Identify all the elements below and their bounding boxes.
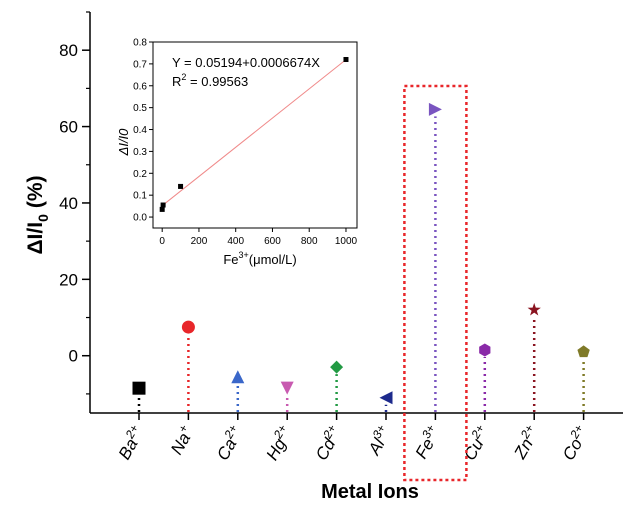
inset-x-tick-label: 200 (191, 236, 208, 247)
category-base: Zn (510, 435, 537, 463)
inset-y-tick-label: 0.8 (133, 38, 147, 49)
marker-zn (527, 302, 541, 316)
ylabel-sub: 0 (35, 214, 51, 222)
ylabel-main: ΔI/I (24, 222, 47, 255)
inset-x-axis-title: Fe3+(μmol/L) (223, 250, 296, 267)
category-charge: 2+ (468, 422, 487, 442)
inset-equation: Y = 0.05194+0.0006674X (172, 55, 320, 70)
inset-xlabel-base: Fe (223, 252, 238, 267)
inset-chart: 0.0 0.1 0.2 0.3 0.4 0.5 0.6 0.7 0.8 0 200 400 600 80… (116, 38, 358, 268)
category-base: Ba (115, 435, 142, 463)
main-stems (137, 116, 585, 412)
main-y-tick-label: 40 (59, 194, 78, 213)
inset-point (160, 202, 166, 208)
main-y-ticks: 0 20 40 60 80 (59, 11, 90, 395)
inset-y-tick-label: 0.5 (133, 103, 147, 114)
inset-x-tick-label: 0 (159, 236, 165, 247)
category-base: Hg (262, 435, 290, 464)
category-charge: 2+ (221, 422, 240, 442)
category-charge: 2+ (270, 422, 289, 442)
inset-x-tick-label: 600 (264, 236, 281, 247)
marker-ca (231, 370, 245, 384)
main-x-ticks (138, 413, 585, 420)
main-category-labels: Ba2+ Na+Ca2+Hg2+Cd2+Al3+Fe3+Cu2+Zn2+Co2+ (112, 422, 593, 464)
inset-fit-line (161, 59, 347, 207)
inset-y-tick-label: 0.7 (133, 59, 147, 70)
marker-cd (330, 360, 344, 374)
inset-point (178, 183, 184, 189)
inset-x-tick-label: 400 (227, 236, 244, 247)
inset-r2: R2 = 0.99563 (172, 72, 248, 89)
inset-y-axis-title: ΔI/I0 (116, 128, 131, 157)
category-charge: 3+ (419, 422, 438, 441)
main-y-tick-label: 80 (59, 41, 78, 60)
inset-point (343, 57, 349, 63)
main-y-axis-title: ΔI/I0 (%) (24, 175, 51, 254)
fe-highlight-box (403, 84, 468, 482)
category-charge: 2+ (517, 422, 536, 442)
inset-xlabel-rest: (μmol/L) (249, 252, 297, 267)
r2-rest: = 0.99563 (186, 74, 248, 89)
inset-axes (152, 41, 358, 229)
category-label-cu: Cu2+ (458, 422, 495, 464)
category-label-na: Na+ (164, 422, 197, 458)
inset-points (159, 57, 349, 212)
category-base: Co (559, 435, 586, 463)
category-label-ba: Ba2+ (112, 422, 148, 463)
inset-x-tick-label: 1000 (335, 236, 358, 247)
category-label-ca: Ca2+ (211, 422, 248, 464)
marker-al (379, 391, 393, 405)
inset-frame (152, 41, 358, 229)
category-label-hg: Hg2+ (260, 422, 297, 464)
inset-y-tick-label: 0.2 (133, 169, 147, 180)
ylabel-unit: (%) (24, 175, 47, 208)
category-label-fe: Fe3+ (409, 422, 445, 462)
inset-y-tick-label: 0.3 (133, 147, 147, 158)
marker-ba (132, 381, 146, 395)
main-y-tick-label: 20 (59, 270, 78, 289)
category-charge: 2+ (122, 422, 141, 442)
category-label-cd: Cd2+ (309, 422, 346, 464)
inset-y-ticks: 0.0 0.1 0.2 0.3 0.4 0.5 0.6 0.7 0.8 (133, 38, 153, 224)
category-base: Cu (460, 435, 488, 464)
main-markers (132, 102, 590, 405)
inset-y-tick-label: 0.1 (133, 191, 147, 202)
category-charge: 2+ (567, 422, 586, 442)
r2-prefix: R (172, 74, 181, 89)
marker-cu (479, 343, 491, 357)
inset-y-tick-label: 0.4 (133, 125, 147, 136)
inset-point (159, 206, 165, 212)
category-charge: 2+ (320, 422, 339, 442)
inset-y-tick-label: 0.6 (133, 81, 147, 92)
category-base: Cd (312, 435, 340, 464)
category-label-co: Co2+ (556, 422, 593, 464)
category-label-al: Al3+ (362, 422, 396, 459)
marker-co (577, 345, 590, 358)
marker-fe (428, 102, 442, 116)
r2-sup: 2 (181, 72, 186, 82)
main-y-tick-label: 60 (59, 118, 78, 137)
main-x-axis-title: Metal Ions (321, 481, 419, 503)
marker-na (181, 320, 195, 334)
inset-x-tick-label: 800 (301, 236, 318, 247)
inset-y-tick-label: 0.0 (133, 213, 147, 224)
category-base: Fe (412, 435, 438, 462)
category-charge: 3+ (370, 422, 389, 441)
main-y-tick-label: 0 (69, 347, 78, 366)
category-label-zn: Zn2+ (507, 422, 543, 463)
category-base: Na (167, 430, 194, 458)
marker-hg (280, 381, 294, 395)
inset-xlabel-sup: 3+ (238, 250, 248, 260)
category-base: Ca (213, 435, 240, 463)
inset-x-ticks: 0 200 400 600 800 1000 (159, 228, 358, 247)
